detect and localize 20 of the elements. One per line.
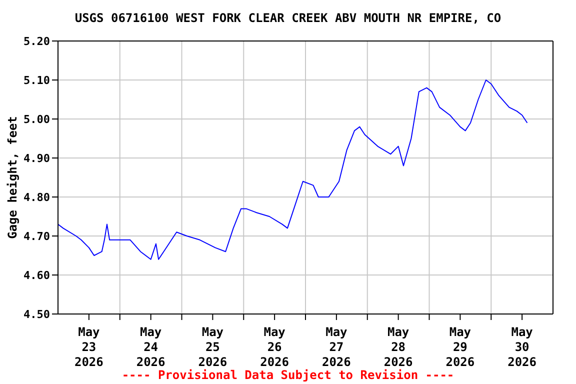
- x-tick-label: May 30 2026: [508, 325, 537, 369]
- y-axis-title: Gage height, feet: [5, 116, 20, 239]
- y-tick-label: 4.70: [24, 230, 50, 243]
- x-tick-label: May 23 2026: [74, 325, 104, 369]
- y-tick-label: 4.80: [24, 190, 50, 204]
- x-tick-label: May 25 2026: [198, 325, 228, 369]
- y-tick-label: 5.10: [24, 74, 50, 87]
- x-tick-label: May 28 2026: [384, 325, 413, 369]
- chart-title: USGS 06716100 WEST FORK CLEAR CREEK ABV MOUTH NR EMPIRE, CO: [74, 11, 502, 25]
- x-tick-label: May 27 2026: [322, 325, 351, 369]
- y-tick-label: 4.60: [24, 268, 50, 282]
- line-series: [58, 80, 528, 260]
- y-tick-label: 5.20: [24, 34, 50, 48]
- x-tick-label: May 26 2026: [260, 325, 290, 369]
- x-tick-label: May 24 2026: [136, 325, 166, 369]
- x-tick-label: May 29 2026: [446, 325, 475, 369]
- y-tick-label: 4.50: [24, 308, 50, 321]
- text: ---- Provisional Data Subject to Revision ----: [120, 368, 456, 382]
- y-tick-label: 5.00: [24, 112, 50, 126]
- y-tick-label: 4.90: [24, 152, 50, 165]
